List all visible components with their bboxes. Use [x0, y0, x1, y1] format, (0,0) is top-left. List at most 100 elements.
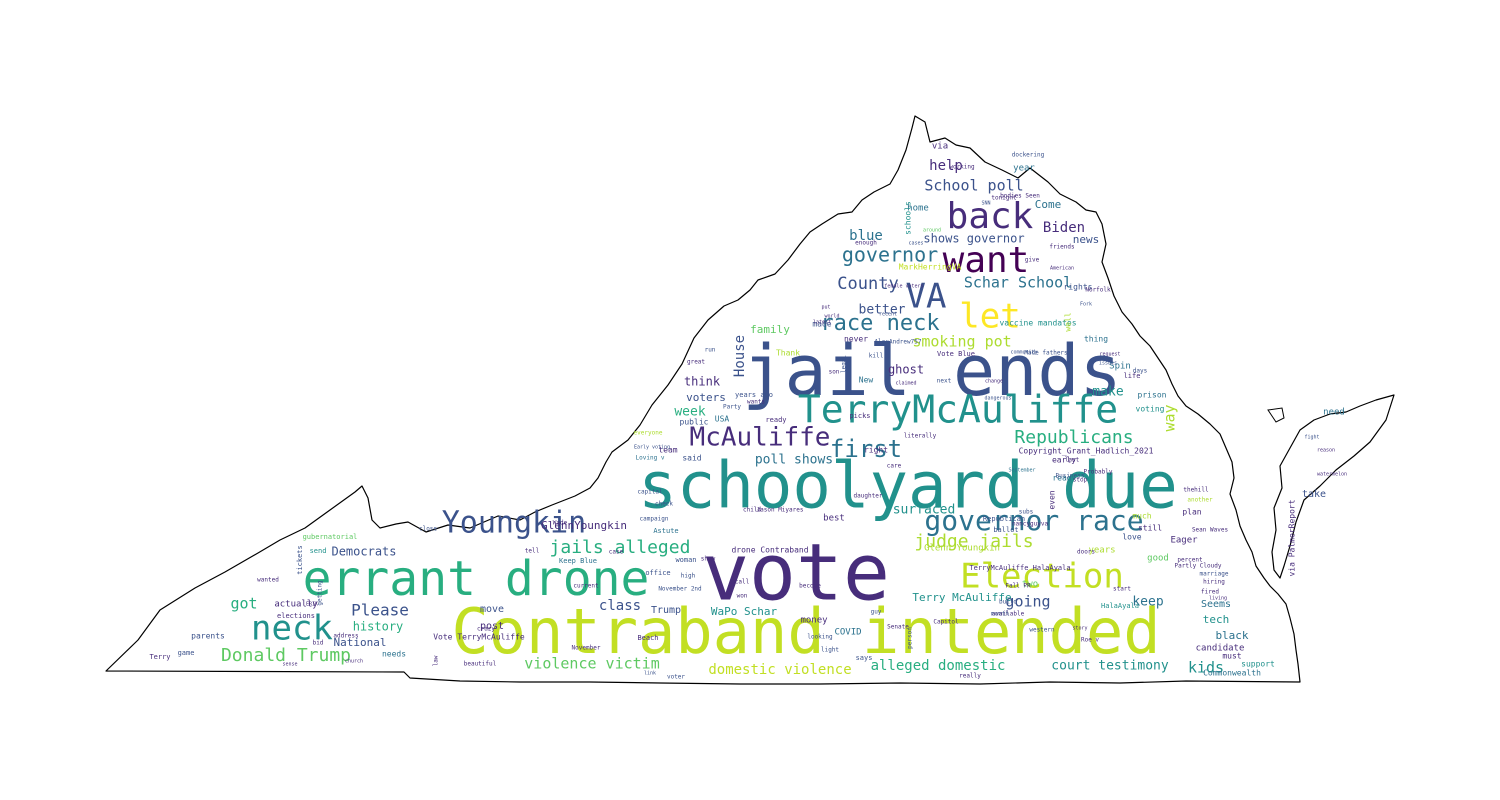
word: Jason Miyares — [757, 507, 804, 514]
word: current — [573, 583, 599, 590]
word: Spin — [1109, 362, 1131, 372]
word: School poll — [924, 177, 1023, 195]
word: Party — [723, 404, 741, 411]
word: via — [932, 142, 948, 152]
word: ghost — [888, 363, 924, 377]
word: voters — [686, 391, 726, 404]
word: won — [737, 593, 748, 600]
word: check — [655, 501, 673, 508]
word: TerryMcAuliffe — [798, 388, 1118, 432]
word: call — [735, 579, 750, 586]
word: days — [1133, 368, 1148, 375]
word: Youngkin — [442, 506, 587, 541]
word: sense — [282, 662, 297, 668]
word: County — [837, 274, 898, 294]
word: family — [750, 323, 790, 336]
word: send — [310, 547, 327, 555]
word: thing — [1084, 335, 1108, 344]
word: ERIK — [306, 602, 318, 608]
word: make — [1092, 385, 1123, 400]
word: House — [732, 335, 748, 377]
word: needs — [382, 650, 406, 659]
word: via PalmerReport — [1288, 499, 1297, 576]
word: Partly Cloudy — [1175, 563, 1222, 570]
word: domestic violence — [708, 662, 851, 678]
word: church — [345, 659, 363, 665]
word: help — [929, 158, 963, 174]
word: female voters — [884, 284, 923, 290]
word: COVID — [834, 628, 861, 638]
word: drone Contraband — [731, 546, 808, 555]
word: Contraband intended — [451, 595, 1160, 668]
word: working — [949, 164, 975, 171]
word: need — [1323, 408, 1345, 418]
word: show — [701, 556, 716, 563]
word: let — [959, 297, 1020, 337]
word: latest — [813, 320, 831, 326]
word: Fall PR — [1005, 583, 1031, 590]
word: ready — [765, 416, 786, 424]
word: recent — [879, 312, 897, 318]
word: Commonwealth — [1203, 669, 1261, 678]
word: ballot — [993, 526, 1018, 534]
word: SNN — [981, 201, 990, 207]
word: run — [705, 347, 716, 354]
word: Wade — [553, 520, 568, 527]
word: marriage — [1200, 571, 1229, 578]
word: watermelon — [1317, 472, 1347, 478]
word: neck — [251, 609, 333, 649]
word: rights — [1064, 283, 1093, 292]
word-layer: vote jail ends schoolyard due Contraband in… — [149, 142, 1347, 681]
word: child — [743, 507, 761, 514]
word: black — [1215, 629, 1248, 642]
word: beautiful — [464, 661, 497, 668]
word: campaign — [640, 516, 669, 523]
word: elections — [277, 612, 315, 620]
word: Capitol — [933, 619, 959, 626]
word: Loving v — [636, 455, 665, 462]
word: son — [829, 369, 840, 376]
word: best — [823, 514, 845, 524]
word: Roe v — [1081, 637, 1099, 644]
word: team — [658, 446, 677, 455]
virginia-state-outline — [105, 115, 1301, 685]
word: dockering — [1012, 152, 1045, 159]
word: Democrats — [331, 545, 396, 559]
word: guy — [871, 609, 882, 616]
word: Glenn Youngkin — [924, 544, 1000, 554]
word: good — [1147, 554, 1169, 564]
word: nancyguyva — [1012, 521, 1049, 528]
word: Fork — [1080, 302, 1092, 308]
word: reason — [1317, 448, 1335, 454]
word: schoolyard due — [638, 450, 1177, 524]
word: Sean Waves — [1192, 527, 1229, 534]
word: vote — [702, 528, 890, 618]
word: two — [1022, 580, 1038, 590]
word: actually — [274, 600, 318, 610]
word: care — [887, 463, 902, 470]
word: got — [230, 595, 257, 613]
word: build — [999, 599, 1017, 606]
word: light — [821, 647, 839, 654]
word: even — [1048, 490, 1057, 509]
word: September — [1008, 468, 1035, 474]
word: says — [856, 654, 873, 662]
word: available — [992, 611, 1025, 618]
word: made — [812, 320, 831, 329]
word: plan — [1182, 508, 1201, 517]
word: law — [433, 655, 440, 666]
word: post — [480, 621, 504, 632]
word: Business — [1056, 473, 1085, 480]
word: getting — [317, 580, 324, 606]
word: Terry — [149, 653, 170, 661]
word: issues — [1099, 361, 1117, 367]
word: news — [1073, 233, 1100, 246]
word: great — [687, 359, 705, 366]
word: prison — [1138, 391, 1167, 400]
word: keep — [1132, 595, 1163, 610]
word: better — [859, 303, 906, 318]
word: errant drone — [303, 551, 650, 607]
word: voter — [667, 674, 685, 681]
word: next — [937, 378, 952, 385]
